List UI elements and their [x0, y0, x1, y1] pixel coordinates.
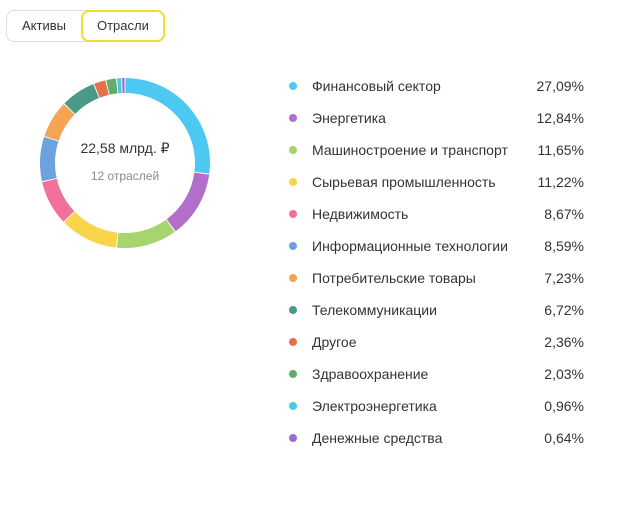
legend-item[interactable]: Сырьевая промышленность 11,22% [289, 170, 584, 194]
donut-slice-6[interactable] [40, 136, 59, 182]
legend-item[interactable]: Недвижимость 8,67% [289, 202, 584, 226]
legend-item[interactable]: Электроэнергетика 0,96% [289, 394, 584, 418]
legend-label: Машиностроение и транспорт [312, 142, 508, 158]
tab-sectors[interactable]: Отрасли [80, 10, 165, 42]
tab-assets[interactable]: Активы [22, 18, 66, 33]
donut-slice-1[interactable] [125, 78, 210, 174]
legend-percent: 0,96% [544, 398, 584, 414]
legend-label: Здравоохранение [312, 366, 429, 382]
legend-percent: 6,72% [544, 302, 584, 318]
legend-dot-icon [289, 82, 297, 90]
legend-dot-icon [289, 146, 297, 154]
legend-label: Финансовый сектор [312, 78, 441, 94]
legend-dot-icon [289, 402, 297, 410]
legend-percent: 7,23% [544, 270, 584, 286]
legend-item[interactable]: Телекоммуникации 6,72% [289, 298, 584, 322]
donut-chart: 22,58 млрд. ₽ 12 отраслей [40, 78, 210, 248]
donut-slice-8[interactable] [64, 84, 99, 114]
legend-dot-icon [289, 370, 297, 378]
donut-slice-10[interactable] [106, 78, 118, 95]
donut-slice-4[interactable] [64, 211, 118, 248]
legend-item[interactable]: Финансовый сектор 27,09% [289, 74, 584, 98]
donut-slice-9[interactable] [94, 80, 109, 98]
chart-legend: Финансовый сектор 27,09% Энергетика 12,84% М… [289, 74, 584, 458]
legend-item[interactable]: Машиностроение и транспорт 11,65% [289, 138, 584, 162]
legend-percent: 12,84% [536, 110, 584, 126]
legend-percent: 8,59% [544, 238, 584, 254]
legend-percent: 2,36% [544, 334, 584, 350]
donut-slice-12[interactable] [122, 78, 125, 94]
legend-dot-icon [289, 434, 297, 442]
donut-slice-3[interactable] [117, 219, 175, 248]
legend-percent: 27,09% [536, 78, 584, 94]
legend-dot-icon [289, 306, 297, 314]
donut-slice-11[interactable] [116, 78, 122, 94]
legend-item[interactable]: Энергетика 12,84% [289, 106, 584, 130]
legend-label: Энергетика [312, 110, 386, 126]
legend-percent: 0,64% [544, 430, 584, 446]
legend-label: Денежные средства [312, 430, 443, 446]
legend-label: Недвижимость [312, 206, 409, 222]
donut-slice-2[interactable] [166, 172, 210, 232]
legend-label: Другое [312, 334, 357, 350]
view-tabs: Активы Отрасли [6, 10, 165, 42]
legend-label: Потребительские товары [312, 270, 476, 286]
donut-center: 22,58 млрд. ₽ 12 отраслей [40, 78, 210, 248]
sector-count: 12 отраслей [90, 168, 160, 183]
legend-label: Информационные технологии [312, 238, 508, 254]
legend-dot-icon [289, 338, 297, 346]
legend-label: Телекоммуникации [312, 302, 437, 318]
portfolio-total: 22,58 млрд. ₽ [80, 139, 170, 156]
legend-percent: 2,03% [544, 366, 584, 382]
legend-percent: 11,22% [537, 174, 584, 190]
legend-item[interactable]: Другое 2,36% [289, 330, 584, 354]
legend-dot-icon [289, 178, 297, 186]
donut-slice-7[interactable] [44, 104, 75, 141]
donut-slice-5[interactable] [42, 178, 75, 222]
legend-item[interactable]: Информационные технологии 8,59% [289, 234, 584, 258]
legend-dot-icon [289, 114, 297, 122]
legend-percent: 8,67% [544, 206, 584, 222]
legend-dot-icon [289, 242, 297, 250]
donut-svg [40, 78, 210, 248]
legend-item[interactable]: Здравоохранение 2,03% [289, 362, 584, 386]
legend-item[interactable]: Потребительские товары 7,23% [289, 266, 584, 290]
legend-item[interactable]: Денежные средства 0,64% [289, 426, 584, 450]
legend-dot-icon [289, 274, 297, 282]
legend-dot-icon [289, 210, 297, 218]
legend-label: Электроэнергетика [312, 398, 437, 414]
legend-percent: 11,65% [537, 142, 584, 158]
legend-label: Сырьевая промышленность [312, 174, 496, 190]
